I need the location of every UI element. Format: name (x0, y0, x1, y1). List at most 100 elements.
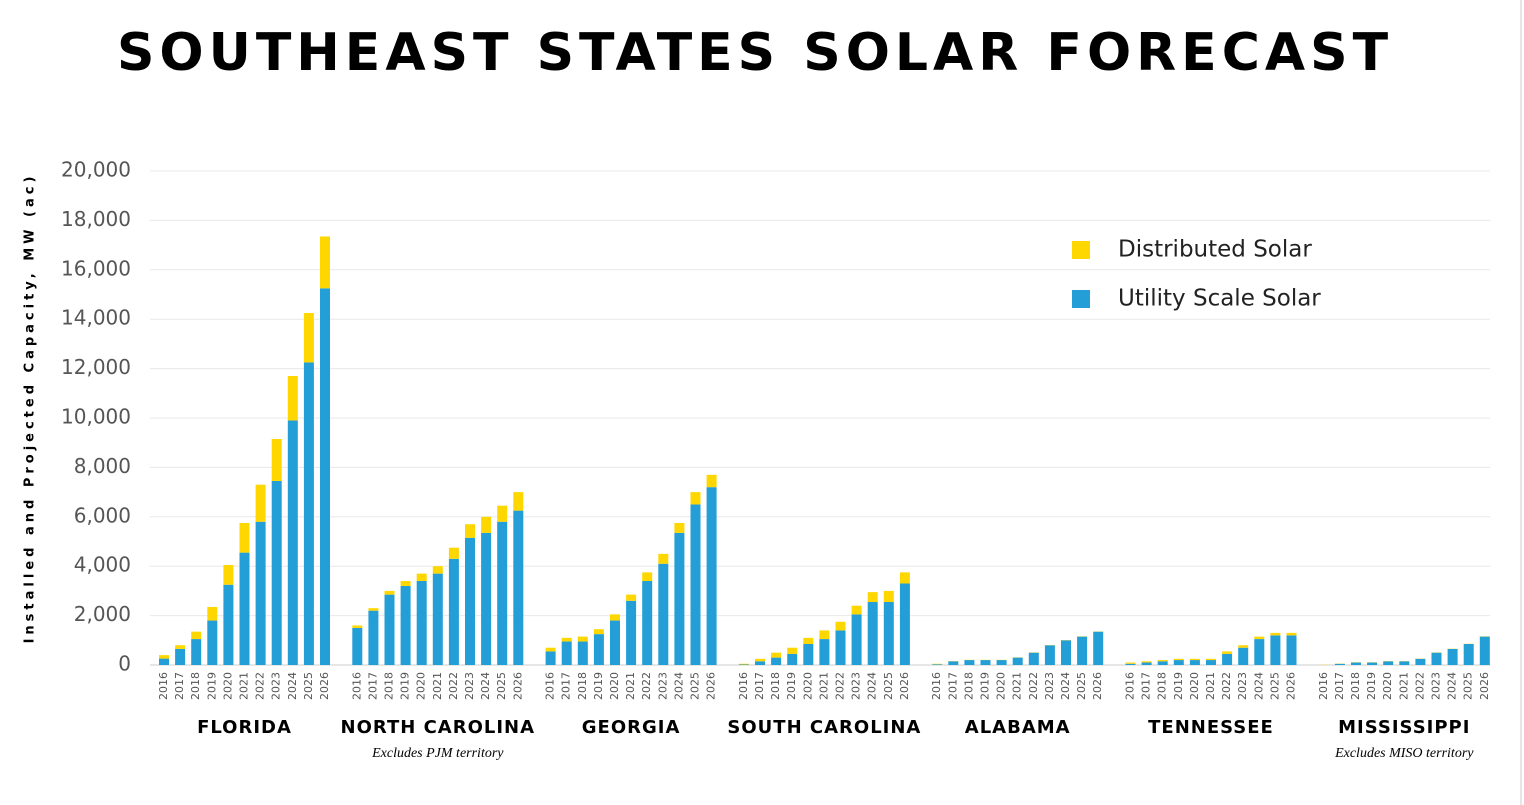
bar-segment (1189, 658, 1200, 661)
bar-segment (899, 572, 910, 584)
bar-segment (465, 524, 475, 538)
x-tick-label: 2026 (318, 672, 331, 700)
bar-segment (593, 629, 604, 635)
bar-segment (819, 630, 830, 640)
bar-segment (384, 590, 395, 595)
bar-segment (674, 522, 685, 533)
bar-segment (1415, 658, 1426, 665)
x-tick-label: 2024 (479, 672, 492, 700)
bar-segment (1206, 658, 1216, 661)
bar-segment (416, 581, 427, 665)
x-tick-label: 2016 (157, 672, 170, 700)
bar-segment (835, 630, 846, 665)
x-tick-label: 2016 (1317, 672, 1330, 700)
bar-segment (1334, 663, 1345, 665)
bar-segment (1351, 662, 1361, 665)
legend-label: Distributed Solar (1118, 237, 1312, 263)
bar-segment (899, 583, 910, 665)
x-tick-label: 2017 (753, 672, 766, 700)
bar-segment (803, 637, 814, 645)
bar-segment (755, 658, 765, 662)
x-tick-label: 2019 (785, 672, 798, 700)
bar-segment (593, 634, 604, 665)
bar-segment (1479, 636, 1490, 665)
x-tick-label: 2016 (350, 672, 363, 700)
x-tick-label: 2021 (624, 672, 637, 700)
bar-segment (352, 625, 363, 628)
bar-segment (159, 655, 169, 659)
x-tick-label: 2019 (1172, 672, 1185, 700)
bar-segment (626, 594, 637, 601)
x-tick-label: 2020 (221, 672, 234, 700)
bar-segment (448, 558, 459, 665)
x-tick-label: 2026 (511, 672, 524, 700)
bar-segment (368, 608, 379, 611)
x-tick-label: 2025 (1075, 672, 1088, 700)
bar-segment (303, 362, 314, 665)
x-tick-label: 2017 (173, 672, 186, 700)
x-tick-label: 2023 (850, 672, 863, 700)
x-tick-label: 2017 (366, 672, 379, 700)
bar-segment (320, 236, 330, 289)
y-tick-label: 6,000 (74, 503, 131, 527)
y-tick-label: 0 (118, 652, 131, 676)
y-tick-label: 16,000 (61, 256, 131, 280)
x-tick-label: 2025 (1462, 672, 1475, 700)
bar-segment (303, 313, 314, 363)
x-tick-label: 2017 (1140, 672, 1153, 700)
legend-swatch (1072, 290, 1090, 308)
x-tick-label: 2017 (946, 672, 959, 700)
x-tick-label: 2024 (286, 672, 299, 700)
bar-segment (1254, 636, 1265, 640)
bar-segment (706, 487, 717, 665)
x-tick-label: 2019 (205, 672, 218, 700)
bar-segment (803, 644, 814, 665)
bar-segment (1189, 660, 1200, 665)
bar-segment (980, 660, 991, 665)
x-tick-label: 2023 (1236, 672, 1249, 700)
bar-segment (159, 658, 169, 665)
x-tick-label: 2024 (672, 672, 685, 700)
bar-segment (1270, 635, 1281, 665)
bar-segment (1093, 631, 1104, 665)
bar-segment (787, 647, 798, 654)
bar-segment (996, 660, 1007, 665)
y-axis-label: Installed and Projected Capacity, MW (ac… (23, 173, 38, 644)
bar-segment (400, 581, 411, 586)
x-tick-label: 2026 (898, 672, 911, 700)
bar-segment (561, 641, 572, 665)
bar-segment (448, 547, 459, 559)
bar-segment (610, 620, 620, 665)
x-tick-label: 2025 (1268, 672, 1281, 700)
group-label: ALABAMA (965, 717, 1071, 738)
y-tick-label: 4,000 (74, 553, 131, 577)
x-tick-label: 2023 (656, 672, 669, 700)
bar-segment (577, 641, 588, 665)
bar-segment (1431, 652, 1442, 665)
bar-segment (191, 639, 202, 665)
bar-segment (207, 620, 218, 665)
bar-segment (255, 484, 266, 522)
bar-segment (384, 594, 395, 665)
x-tick-label: 2018 (769, 672, 782, 700)
x-tick-label: 2022 (447, 672, 460, 700)
bar-segment (239, 522, 250, 553)
bar-segment (883, 602, 894, 665)
bar-segment (819, 639, 830, 665)
x-tick-label: 2021 (431, 672, 444, 700)
x-tick-label: 2024 (1252, 672, 1265, 700)
bar-segment (1173, 658, 1184, 661)
x-tick-label: 2025 (689, 672, 702, 700)
y-tick-label: 20,000 (61, 158, 131, 182)
group-label: SOUTH CAROLINA (727, 717, 921, 738)
y-tick-label: 18,000 (61, 207, 131, 231)
x-tick-label: 2023 (1043, 672, 1056, 700)
x-tick-label: 2025 (495, 672, 508, 700)
x-tick-label: 2020 (415, 672, 428, 700)
bar-segment (738, 663, 749, 665)
bar-segment (1367, 662, 1378, 665)
bar-segment (175, 645, 186, 649)
x-tick-label: 2019 (979, 672, 992, 700)
